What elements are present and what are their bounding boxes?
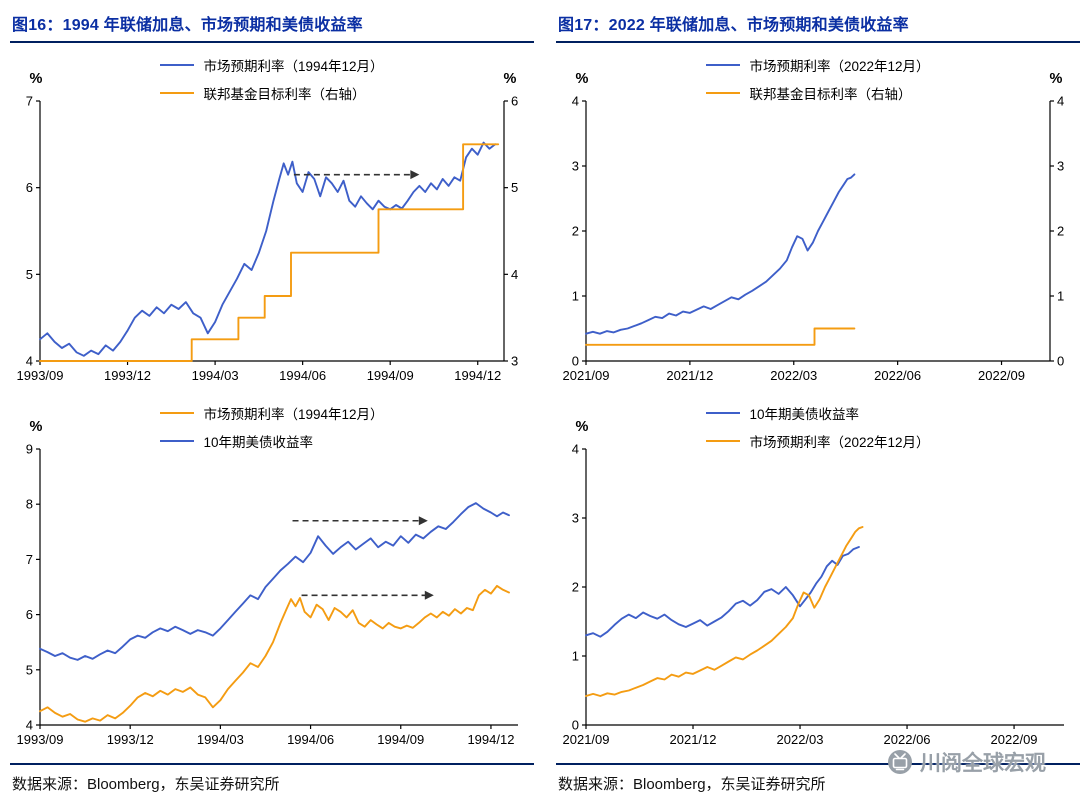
series-line-fed-funds-target-rate bbox=[39, 143, 500, 362]
x-tick-label: 1993/09 bbox=[17, 368, 64, 383]
y-tick-label-left: 3 bbox=[572, 159, 579, 174]
y-axis-unit-right: % bbox=[504, 71, 517, 87]
chart-1994-10y-vs-expectations: 4 5 6 7 8 9 1993/09 1993/12 1994/03 1994/06 1994/0… bbox=[17, 419, 518, 747]
panel-1994-footer: 数据来源：Bloomberg，东吴证券研究所 bbox=[10, 763, 534, 794]
y-tick-label-right: 4 bbox=[1057, 94, 1064, 109]
data-source-text-1994: 数据来源：Bloomberg，东吴证券研究所 bbox=[12, 776, 280, 793]
y-tick-label-left: 1 bbox=[572, 289, 579, 304]
x-tick-label: 1993/09 bbox=[17, 732, 64, 747]
x-tick-label: 2021/12 bbox=[666, 368, 713, 383]
y-tick-label-left: 8 bbox=[26, 497, 33, 512]
chart-2022-10y-vs-expectations: 0 1 2 3 4 2021/09 2021/12 2022/03 2022/06 2022/09… bbox=[563, 419, 1064, 747]
watermark-text: 川阅全球宏观 bbox=[920, 752, 1046, 775]
y-tick-label-left: 6 bbox=[26, 180, 33, 195]
y-tick-label-left: 6 bbox=[26, 607, 33, 622]
axes bbox=[36, 448, 518, 729]
y-tick-label-left: 4 bbox=[26, 718, 33, 733]
y-tick-label-right: 1 bbox=[1057, 289, 1064, 304]
dashed-arrow-annotation bbox=[301, 590, 434, 600]
x-tick-label: 1994/12 bbox=[454, 368, 501, 383]
x-tick-label: 1993/12 bbox=[107, 732, 154, 747]
x-tick-label: 2022/03 bbox=[770, 368, 817, 383]
axis-labels: 4 5 6 7 8 9 1993/09 1993/12 1994/03 1994/06 1994/0… bbox=[17, 419, 515, 747]
x-tick-label: 2022/03 bbox=[777, 732, 824, 747]
x-tick-label: 2022/09 bbox=[991, 732, 1038, 747]
y-tick-label-left: 1 bbox=[572, 649, 579, 664]
chart-block-2022-10y-vs-expectations: 10年期美债收益率 市场预期利率（2022年12月） 0 1 2 3 4 2021/09 20… bbox=[556, 395, 1080, 755]
y-tick-label-left: 7 bbox=[26, 552, 33, 567]
x-tick-label: 2022/06 bbox=[884, 732, 931, 747]
chart-1994-expectations-vs-target: 4 5 6 7 3 4 5 6 1993/09 1993/12 1994/03 1994/06 1994… bbox=[17, 71, 519, 383]
y-axis-unit-left: % bbox=[30, 419, 43, 435]
y-tick-label-right: 0 bbox=[1057, 354, 1064, 369]
y-tick-label-left: 2 bbox=[572, 580, 579, 595]
y-tick-label-right: 6 bbox=[511, 94, 518, 109]
y-tick-label-left: 0 bbox=[572, 354, 579, 369]
y-tick-label-left: 4 bbox=[572, 94, 579, 109]
x-tick-label: 1993/12 bbox=[104, 368, 151, 383]
y-tick-label-left: 4 bbox=[26, 354, 33, 369]
axis-labels: 0 1 2 3 4 2021/09 2021/12 2022/03 2022/06 2022/09… bbox=[563, 419, 1038, 747]
series-line-market-expected-rate-dec2022 bbox=[585, 173, 856, 335]
panel-1994-header: 图16：1994 年联储加息、市场预期和美债收益率 bbox=[10, 10, 534, 43]
y-axis-unit-right: % bbox=[1050, 71, 1063, 87]
panel-2022-footer: 数据来源：Bloomberg，东吴证券研究所 bbox=[556, 763, 1080, 794]
axes bbox=[36, 100, 508, 365]
y-tick-label-left: 3 bbox=[572, 511, 579, 526]
y-tick-label-left: 2 bbox=[572, 224, 579, 239]
y-tick-label-left: 4 bbox=[572, 442, 579, 457]
panel-1994: 图16：1994 年联储加息、市场预期和美债收益率 市场预期利率（1994年12… bbox=[10, 10, 534, 794]
series-line-market-expected-rate-dec1994 bbox=[39, 584, 510, 723]
x-tick-label: 2022/09 bbox=[978, 368, 1025, 383]
y-tick-label-right: 2 bbox=[1057, 224, 1064, 239]
y-tick-label-right: 4 bbox=[511, 267, 518, 282]
x-tick-label: 1994/03 bbox=[197, 732, 244, 747]
watermark-logo-icon bbox=[887, 749, 913, 775]
y-tick-label-right: 3 bbox=[511, 354, 518, 369]
axis-labels: 4 5 6 7 3 4 5 6 1993/09 1993/12 1994/03 1994/06 1994… bbox=[17, 71, 519, 383]
y-tick-label-left: 7 bbox=[26, 94, 33, 109]
axes bbox=[582, 100, 1054, 365]
x-tick-label: 2021/12 bbox=[670, 732, 717, 747]
panel-2022-title: 图17：2022 年联储加息、市场预期和美债收益率 bbox=[558, 17, 909, 34]
data-source-text-2022: 数据来源：Bloomberg，东吴证券研究所 bbox=[558, 776, 826, 793]
y-axis-unit-left: % bbox=[576, 71, 589, 87]
y-axis-unit-left: % bbox=[576, 419, 589, 435]
chart-block-1994-expectations-vs-target: 市场预期利率（1994年12月） 联邦基金目标利率（右轴） 4 5 6 7 3 4 5 6 199… bbox=[10, 47, 534, 391]
y-tick-label-right: 3 bbox=[1057, 159, 1064, 174]
x-tick-label: 2021/09 bbox=[563, 368, 610, 383]
x-tick-label: 1994/09 bbox=[377, 732, 424, 747]
series-line-market-expected-rate-dec2022 bbox=[585, 526, 864, 697]
chart-2022-expectations-vs-target: 0 1 2 3 4 0 1 2 3 4 2021/09 2021/12 2022/03 2022/06 20… bbox=[563, 71, 1065, 383]
watermark: 川阅全球宏观 bbox=[887, 747, 1046, 777]
x-tick-label: 1994/09 bbox=[367, 368, 414, 383]
dashed-arrow-annotation bbox=[292, 516, 428, 526]
dashed-arrow-annotation bbox=[293, 170, 420, 180]
axis-labels: 0 1 2 3 4 0 1 2 3 4 2021/09 2021/12 2022/03 2022/06 20… bbox=[563, 71, 1065, 383]
y-tick-label-left: 9 bbox=[26, 442, 33, 457]
panel-1994-title: 图16：1994 年联储加息、市场预期和美债收益率 bbox=[12, 17, 363, 34]
x-tick-label: 2022/06 bbox=[874, 368, 921, 383]
x-tick-label: 1994/12 bbox=[467, 732, 514, 747]
series-line-us-10y-treasury-yield bbox=[585, 546, 860, 638]
panel-2022: 图17：2022 年联储加息、市场预期和美债收益率 市场预期利率（2022年12… bbox=[556, 10, 1080, 794]
series-line-market-expected-rate-dec1994 bbox=[39, 141, 497, 357]
x-tick-label: 2021/09 bbox=[563, 732, 610, 747]
y-tick-label-left: 0 bbox=[572, 718, 579, 733]
x-tick-label: 1994/06 bbox=[287, 732, 334, 747]
y-axis-unit-left: % bbox=[30, 71, 43, 87]
series-line-us-10y-treasury-yield bbox=[39, 502, 510, 661]
y-tick-label-left: 5 bbox=[26, 267, 33, 282]
chart-block-1994-10y-vs-expectations: 市场预期利率（1994年12月） 10年期美债收益率 4 5 6 7 8 9 1993/09 1… bbox=[10, 395, 534, 755]
x-tick-label: 1994/03 bbox=[192, 368, 239, 383]
y-tick-label-right: 5 bbox=[511, 180, 518, 195]
axes bbox=[582, 448, 1064, 729]
x-tick-label: 1994/06 bbox=[279, 368, 326, 383]
y-tick-label-left: 5 bbox=[26, 662, 33, 677]
series-line-fed-funds-target-rate bbox=[585, 327, 856, 346]
panel-2022-header: 图17：2022 年联储加息、市场预期和美债收益率 bbox=[556, 10, 1080, 43]
